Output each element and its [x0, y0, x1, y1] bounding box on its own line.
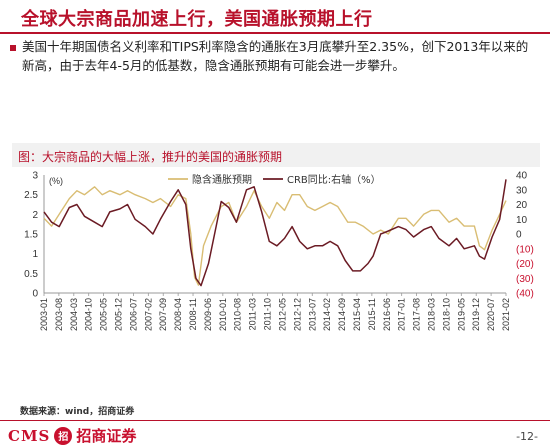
- left-axis-unit: (%): [49, 176, 63, 186]
- right-tick-label: (30): [516, 274, 534, 285]
- x-tick-label: 2003-01: [39, 298, 49, 331]
- logo-company-name: 招商证券: [76, 427, 137, 445]
- chart-caption: 图：大宗商品的大幅上涨，推升的美国的通胀预期: [18, 150, 283, 164]
- logo-mark-icon: 招: [54, 426, 73, 445]
- inflation-expectation-line: [43, 186, 507, 286]
- company-logo: CMS 招 招商证券: [8, 425, 136, 446]
- crb-yoy-line: [43, 179, 507, 287]
- legend-label-2: CRB同比:右轴（%）: [287, 173, 381, 186]
- x-tick-label: 2019-12: [471, 298, 481, 331]
- logo-text: CMS: [8, 426, 51, 445]
- legend-label-1: 隐含通胀预期: [192, 173, 252, 186]
- right-tick-label: (10): [516, 244, 534, 255]
- x-tick-label: 2007-09: [158, 298, 168, 331]
- x-tick-label: 2005-12: [114, 298, 124, 331]
- x-tick-label: 2014-02: [322, 298, 332, 331]
- x-tick-label: 2006-07: [128, 298, 138, 331]
- footer-rule: [0, 420, 550, 421]
- left-tick-label: 0: [32, 289, 38, 300]
- x-tick-label: 2004-10: [84, 298, 94, 331]
- left-tick-label: 1: [32, 249, 38, 260]
- data-source: 数据来源：wind，招商证券: [20, 407, 135, 417]
- title-rule: [0, 32, 550, 34]
- x-tick-label: 2017-01: [397, 298, 407, 331]
- x-tick-label: 2007-02: [143, 298, 153, 331]
- bullet-icon: [10, 45, 16, 51]
- x-tick-label: 2010-01: [218, 298, 228, 331]
- x-tick-label: 2011-10: [263, 298, 273, 330]
- x-tick-label: 2018-10: [441, 298, 451, 331]
- x-tick-label: 2008-04: [173, 298, 183, 331]
- page-number: -12-: [516, 430, 538, 443]
- summary-paragraph: 美国十年期国债名义利率和TIPS利率隐含的通胀在3月底攀升至2.35%，创下20…: [22, 39, 529, 73]
- left-tick-label: 1.5: [24, 230, 38, 241]
- x-tick-label: 2015-11: [367, 298, 377, 330]
- chart-caption-bar: 图：大宗商品的大幅上涨，推升的美国的通胀预期: [12, 143, 540, 167]
- left-tick-label: 0.5: [24, 269, 38, 280]
- x-tick-label: 2004-03: [69, 298, 79, 331]
- x-tick-label: 2008-11: [188, 298, 198, 330]
- right-tick-label: 40: [516, 171, 528, 182]
- chart: 0 0.5 1 1.5 2 2.5 3 (%) (40) (30) (20) (10) 0 10 20 30 4…: [24, 171, 534, 332]
- slide-title: 全球大宗商品加速上行，美国通胀预期上行: [21, 9, 373, 30]
- left-tick-label: 2: [32, 210, 38, 221]
- right-tick-label: 20: [516, 200, 528, 211]
- right-tick-label: 30: [516, 185, 528, 196]
- x-tick-label: 2014-09: [337, 298, 347, 331]
- right-tick-label: 10: [516, 215, 528, 226]
- x-tick-label: 2017-08: [412, 298, 422, 331]
- x-tick-label: 2009-06: [203, 298, 213, 331]
- x-tick-label: 2003-08: [54, 298, 64, 331]
- x-tick-label: 2019-05: [456, 298, 466, 331]
- x-tick-label: 2012-12: [292, 298, 302, 331]
- right-tick-label: 0: [516, 230, 522, 241]
- x-tick-label: 2012-05: [277, 298, 287, 331]
- x-tick-label: 2010-08: [233, 298, 243, 331]
- x-tick-label: 2005-05: [99, 298, 109, 331]
- x-tick-label: 2011-03: [248, 298, 258, 330]
- x-tick-label: 2016-06: [382, 298, 392, 331]
- x-tick-label: 2013-07: [307, 298, 317, 331]
- right-tick-label: (20): [516, 259, 534, 270]
- x-tick-label: 2018-03: [426, 298, 436, 331]
- left-tick-label: 2.5: [24, 190, 38, 201]
- left-tick-label: 3: [32, 171, 38, 182]
- right-tick-label: (40): [516, 289, 534, 300]
- x-tick-label: 2021-02: [501, 298, 511, 331]
- x-tick-label: 2020-07: [486, 298, 496, 331]
- x-tick-label: 2015-04: [352, 298, 362, 331]
